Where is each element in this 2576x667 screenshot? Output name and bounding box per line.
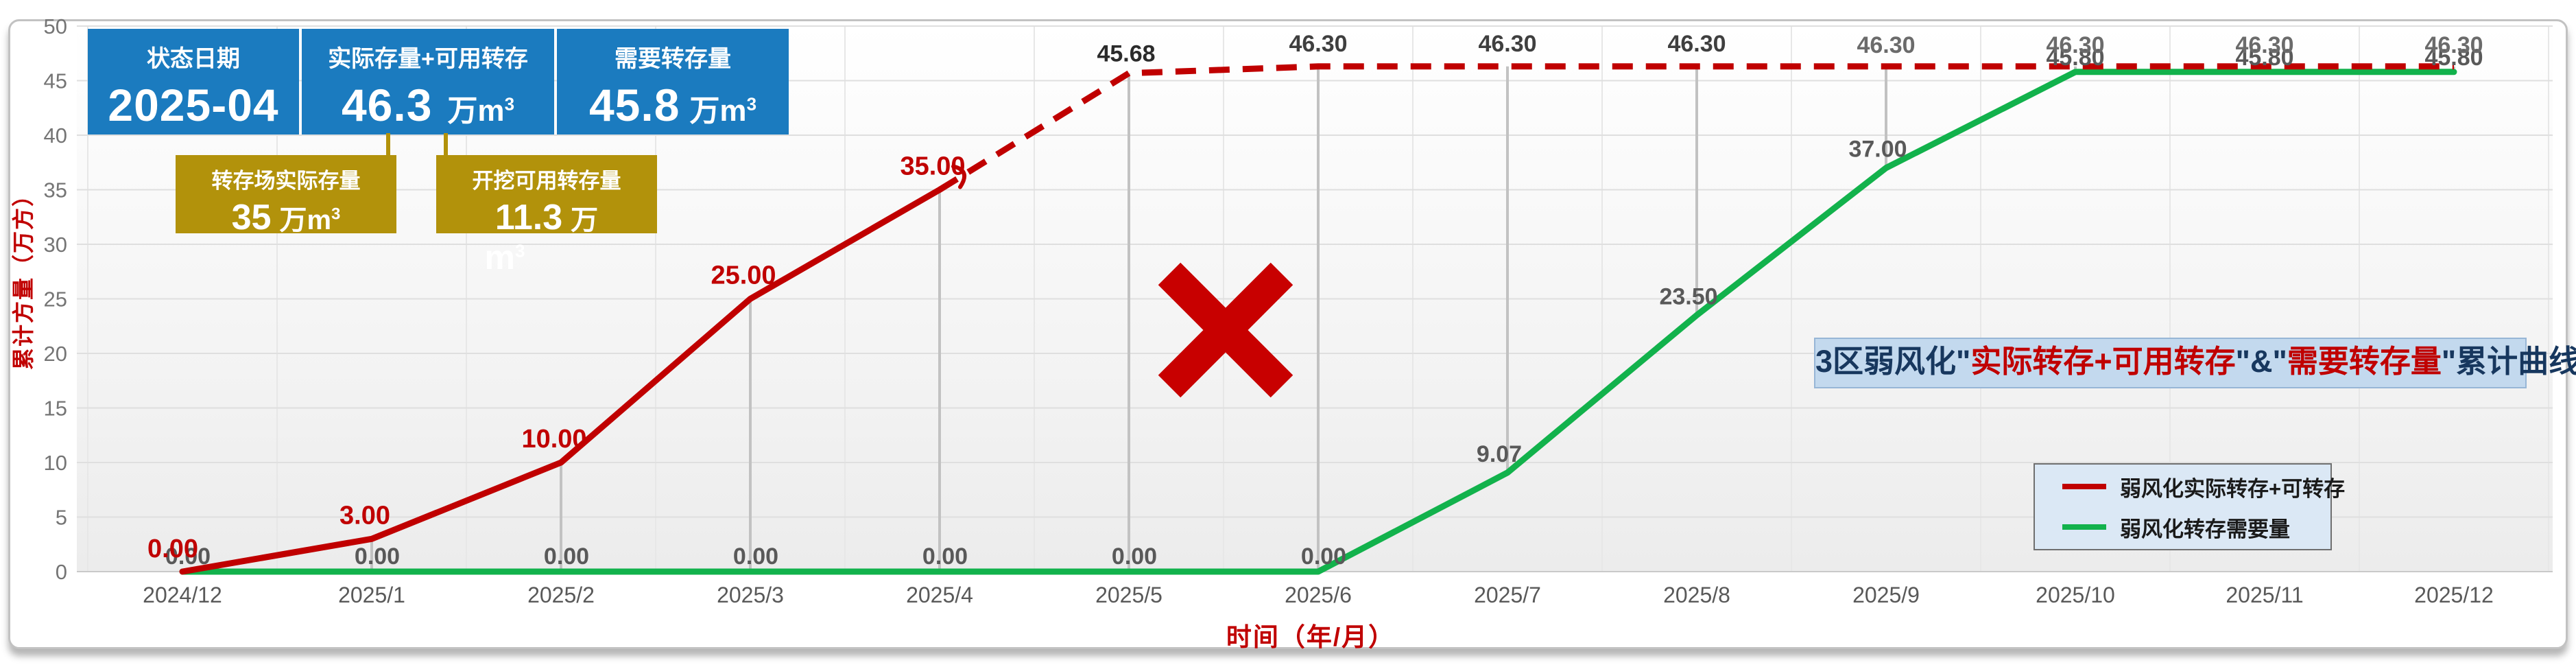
data-labels: 0.00 0.00 0.00 0.00 0.00 0.00 0.009.0723.5037.… bbox=[147, 31, 2483, 570]
chart-title-banner: 3区弱风化"实际转存+可用转存"&"需要转存量"累计曲线 bbox=[1814, 338, 2576, 388]
required-transfer-kpi: 需要转存量 45.8 万m3 bbox=[557, 29, 789, 134]
svg-text:0.00: 0.00 bbox=[733, 543, 778, 570]
y-axis-tick-labels: 0 5 10 15 20 25 30 35 40 45 50 bbox=[44, 14, 67, 584]
svg-text:2025/5: 2025/5 bbox=[1095, 583, 1162, 607]
actual-storage-callout-value: 35 bbox=[231, 198, 272, 237]
svg-text:0: 0 bbox=[56, 560, 67, 584]
svg-text:0.00: 0.00 bbox=[544, 543, 589, 570]
status-date-kpi-title: 状态日期 bbox=[147, 46, 240, 72]
svg-text:2024/12: 2024/12 bbox=[143, 583, 222, 607]
required-transfer-line bbox=[179, 69, 2457, 575]
legend: 弱风化实际转存+可转存 弱风化转存需要量 bbox=[2034, 463, 2345, 550]
svg-text:0.00: 0.00 bbox=[1301, 543, 1346, 570]
svg-text:46.30: 46.30 bbox=[2424, 32, 2483, 58]
banner-segment: 需要转存量 bbox=[2287, 344, 2442, 379]
svg-text:2025/11: 2025/11 bbox=[2226, 583, 2303, 607]
svg-text:50: 50 bbox=[44, 14, 67, 38]
svg-text:3.00: 3.00 bbox=[339, 501, 390, 530]
svg-text:2025/9: 2025/9 bbox=[1852, 583, 1920, 607]
svg-text:0.00: 0.00 bbox=[922, 543, 968, 570]
callout-overflow-unit: m3 bbox=[484, 238, 525, 277]
actual-transfer-line-solid bbox=[179, 187, 943, 575]
required-transfer-kpi-unit: 万m3 bbox=[689, 93, 757, 128]
excavation-available-callout: 开挖可用转存量 11.3 万 bbox=[436, 155, 657, 237]
excavation-available-callout-value: 11.3 bbox=[494, 198, 563, 237]
rejection-x-icon bbox=[1158, 262, 1293, 398]
svg-text:46.30: 46.30 bbox=[1478, 31, 1536, 57]
banner-segment: "累计曲线 bbox=[2441, 344, 2576, 379]
actual-plus-available-kpi-title: 实际存量+可用转存 bbox=[328, 46, 528, 72]
excavation-available-callout-title: 开挖可用转存量 bbox=[472, 169, 621, 193]
svg-text:25: 25 bbox=[44, 288, 67, 312]
svg-text:46.30: 46.30 bbox=[1289, 31, 1347, 57]
y-axis-title: 累计方量（万方） bbox=[11, 183, 36, 371]
svg-text:10.00: 10.00 bbox=[521, 425, 586, 454]
callout-connector-right bbox=[444, 133, 448, 156]
legend-item-required: 弱风化转存需要量 bbox=[2035, 512, 2330, 543]
svg-text:46.30: 46.30 bbox=[1857, 32, 1915, 58]
high-low-lines bbox=[370, 66, 2455, 572]
banner-segment: 3区弱风化" bbox=[1815, 344, 1971, 379]
actual-storage-callout: 转存场实际存量 35 万m3 bbox=[176, 155, 396, 237]
svg-text:20: 20 bbox=[44, 342, 67, 366]
svg-text:2025/12: 2025/12 bbox=[2414, 583, 2494, 607]
svg-text:23.50: 23.50 bbox=[1659, 283, 1717, 309]
legend-label: 弱风化转存需要量 bbox=[2120, 517, 2290, 541]
svg-text:37.00: 37.00 bbox=[1848, 137, 1907, 163]
callout-connector-left bbox=[386, 133, 390, 156]
svg-text:25.00: 25.00 bbox=[711, 261, 776, 290]
svg-text:9.07: 9.07 bbox=[1477, 441, 1522, 467]
required-transfer-kpi-title: 需要转存量 bbox=[615, 46, 731, 72]
svg-text:30: 30 bbox=[44, 233, 67, 257]
svg-text:0.00: 0.00 bbox=[1112, 543, 1157, 570]
svg-text:45.80: 45.80 bbox=[2235, 45, 2293, 71]
svg-text:45.80: 45.80 bbox=[2046, 45, 2104, 71]
legend-item-actual: 弱风化实际转存+可转存 bbox=[2035, 471, 2345, 502]
svg-text:46.30: 46.30 bbox=[2046, 32, 2104, 58]
actual-storage-callout-unit: 万m3 bbox=[279, 204, 341, 235]
svg-text:46.30: 46.30 bbox=[2235, 32, 2293, 58]
svg-text:2025/2: 2025/2 bbox=[527, 583, 595, 607]
x-axis-tick-labels: 2024/12 2025/1 2025/2 2025/3 2025/4 2025/5 202… bbox=[143, 583, 2494, 607]
banner-segment: "&" bbox=[2235, 344, 2287, 379]
actual-storage-callout-title: 转存场实际存量 bbox=[211, 169, 361, 193]
svg-text:5: 5 bbox=[56, 506, 67, 530]
svg-text:2025/4: 2025/4 bbox=[906, 583, 973, 607]
svg-text:10: 10 bbox=[44, 451, 67, 475]
svg-text:35: 35 bbox=[44, 178, 67, 202]
svg-text:0.00: 0.00 bbox=[355, 543, 400, 570]
svg-text:2025/6: 2025/6 bbox=[1285, 583, 1352, 607]
svg-text:46.30: 46.30 bbox=[1667, 31, 1726, 57]
banner-segment: 实际转存+可用转存 bbox=[1970, 344, 2236, 379]
svg-text:40: 40 bbox=[44, 124, 67, 148]
svg-text:2025/10: 2025/10 bbox=[2036, 583, 2115, 607]
red-line-swatch-icon bbox=[2062, 484, 2106, 489]
label-hook bbox=[951, 164, 967, 189]
svg-text:2025/3: 2025/3 bbox=[717, 583, 784, 607]
svg-text:15: 15 bbox=[44, 397, 67, 421]
excavation-available-callout-unit: 万 bbox=[571, 205, 599, 235]
svg-text:2025/1: 2025/1 bbox=[338, 583, 405, 607]
svg-text:45.80: 45.80 bbox=[2424, 45, 2483, 71]
status-date-kpi-value: 2025-04 bbox=[108, 80, 279, 130]
status-date-kpi: 状态日期 2025-04 bbox=[88, 29, 299, 134]
actual-plus-available-kpi-value: 46.3 bbox=[341, 80, 433, 130]
svg-text:2025/7: 2025/7 bbox=[1474, 583, 1541, 607]
legend-label: 弱风化实际转存+可转存 bbox=[2120, 476, 2346, 501]
svg-text:0.00: 0.00 bbox=[147, 535, 198, 563]
actual-plus-available-kpi: 实际存量+可用转存 46.3 万m3 bbox=[302, 29, 554, 134]
x-axis-title: 时间（年/月） bbox=[1226, 623, 1396, 651]
svg-text:0.00: 0.00 bbox=[165, 543, 211, 570]
actual-transfer-line-dashed bbox=[938, 63, 2454, 193]
svg-text:45: 45 bbox=[44, 69, 67, 93]
green-line-swatch-icon bbox=[2062, 524, 2106, 530]
required-transfer-kpi-value: 45.8 bbox=[588, 80, 680, 130]
actual-plus-available-kpi-unit: 万m3 bbox=[447, 93, 515, 128]
svg-text:35.00: 35.00 bbox=[900, 152, 965, 181]
svg-text:2025/8: 2025/8 bbox=[1663, 583, 1730, 607]
svg-text:45.68: 45.68 bbox=[1097, 41, 1155, 67]
